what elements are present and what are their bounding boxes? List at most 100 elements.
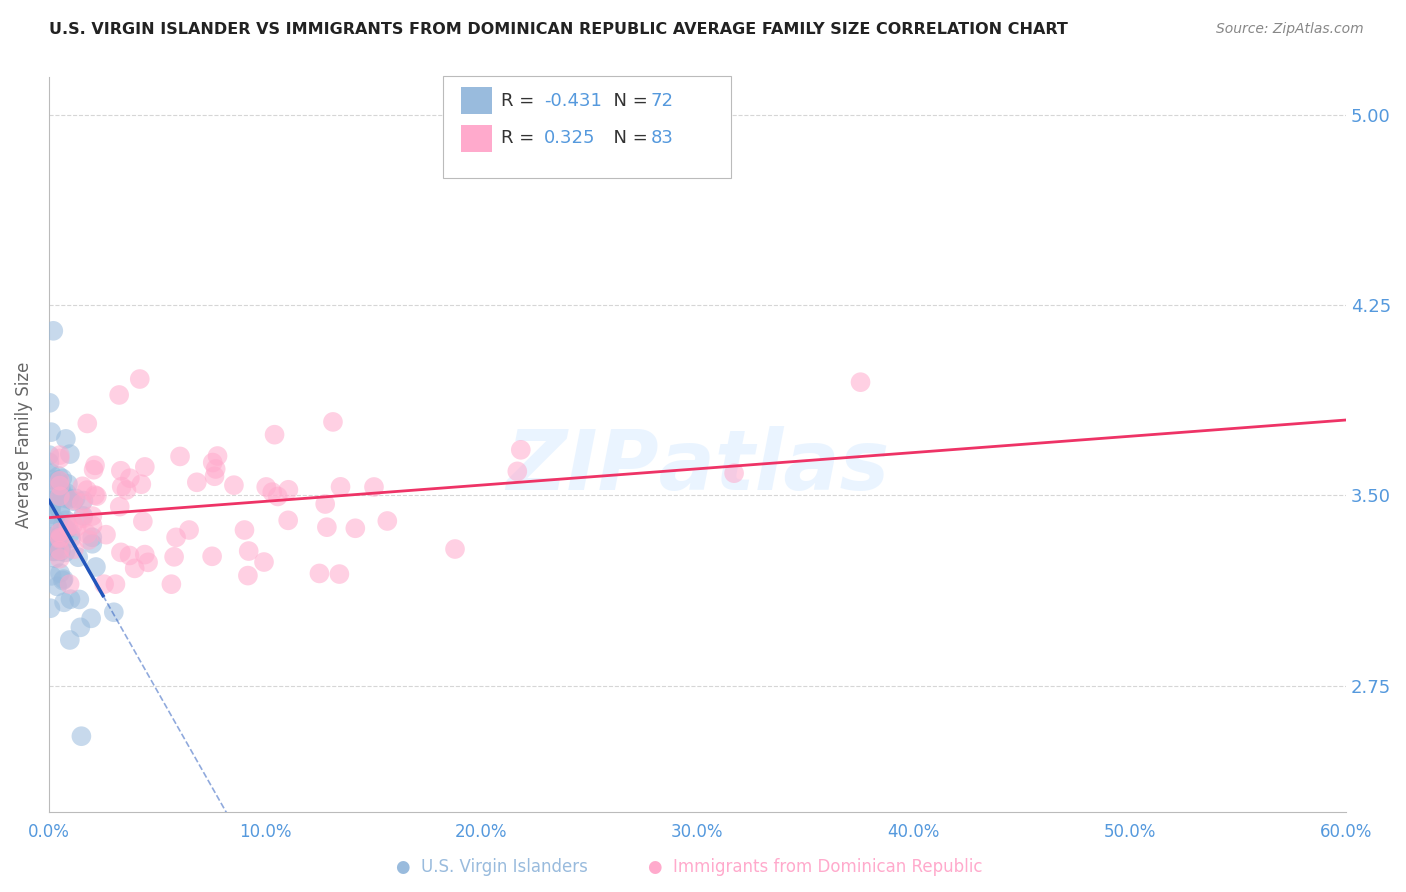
Point — [62, 517, 84, 532]
Point — [41, 541, 63, 555]
Point — [207, 449, 229, 463]
Point — [49, 532, 72, 546]
Point — [329, 480, 352, 494]
Point — [118, 549, 141, 563]
Point — [66, 519, 89, 533]
Point — [236, 568, 259, 582]
Point — [53, 545, 76, 559]
Point — [72, 493, 94, 508]
Point — [76, 526, 98, 541]
Point — [509, 442, 531, 457]
Point — [76, 483, 98, 497]
Point — [38, 448, 60, 462]
Point — [60, 531, 83, 545]
Point — [277, 483, 299, 497]
Point — [177, 523, 200, 537]
Point — [76, 417, 98, 431]
Point — [72, 511, 94, 525]
Point — [233, 523, 256, 537]
Point — [84, 560, 107, 574]
Point — [254, 480, 277, 494]
Text: U.S. VIRGIN ISLANDER VS IMMIGRANTS FROM DOMINICAN REPUBLIC AVERAGE FAMILY SIZE C: U.S. VIRGIN ISLANDER VS IMMIGRANTS FROM … — [49, 22, 1069, 37]
Point — [49, 502, 72, 516]
Text: ●  U.S. Virgin Islanders: ● U.S. Virgin Islanders — [396, 858, 588, 876]
Point — [163, 549, 186, 564]
Point — [38, 495, 60, 509]
Point — [82, 518, 104, 533]
Point — [186, 475, 208, 490]
Point — [49, 478, 72, 492]
Point — [46, 473, 69, 487]
Point — [849, 375, 872, 389]
Point — [165, 530, 187, 544]
Point — [314, 497, 336, 511]
Point — [46, 515, 69, 529]
Point — [328, 567, 350, 582]
Text: 83: 83 — [651, 129, 673, 147]
Point — [315, 520, 337, 534]
Text: R =: R = — [501, 129, 540, 147]
Point — [115, 483, 138, 497]
Point — [41, 500, 63, 514]
Point — [59, 447, 82, 461]
Y-axis label: Average Family Size: Average Family Size — [15, 361, 32, 528]
Point — [55, 491, 77, 506]
Point — [48, 469, 70, 483]
Point — [103, 605, 125, 619]
Text: N =: N = — [602, 92, 654, 110]
Point — [46, 579, 69, 593]
Point — [108, 388, 131, 402]
Point — [69, 620, 91, 634]
Point — [49, 478, 72, 492]
Point — [201, 456, 224, 470]
Point — [84, 488, 107, 502]
Point — [65, 491, 87, 506]
Point — [118, 471, 141, 485]
Point — [56, 486, 79, 500]
Point — [94, 527, 117, 541]
Point — [124, 561, 146, 575]
Point — [52, 487, 75, 501]
Text: N =: N = — [602, 129, 654, 147]
Point — [111, 480, 134, 494]
Point — [42, 544, 65, 558]
Point — [238, 544, 260, 558]
Point — [49, 531, 72, 545]
Text: ZIP​atlas: ZIP​atlas — [506, 426, 889, 508]
Point — [41, 478, 63, 492]
Point — [49, 448, 72, 462]
Point — [42, 324, 65, 338]
Point — [160, 577, 183, 591]
Point — [38, 455, 60, 469]
Point — [51, 484, 73, 499]
Point — [267, 490, 290, 504]
Point — [82, 537, 104, 551]
Point — [506, 464, 529, 478]
Point — [39, 601, 62, 615]
Text: ●  Immigrants from Dominican Republic: ● Immigrants from Dominican Republic — [648, 858, 983, 876]
Point — [52, 572, 75, 586]
Point — [44, 483, 66, 498]
Point — [41, 507, 63, 521]
Point — [132, 515, 155, 529]
Point — [39, 466, 62, 480]
Text: 0.325: 0.325 — [544, 129, 596, 147]
Point — [49, 489, 72, 503]
Point — [444, 541, 467, 556]
Point — [82, 530, 104, 544]
Point — [52, 574, 75, 588]
Point — [222, 478, 245, 492]
Text: 72: 72 — [651, 92, 673, 110]
Point — [42, 532, 65, 546]
Point — [49, 525, 72, 540]
Point — [42, 544, 65, 558]
Point — [55, 432, 77, 446]
Point — [204, 462, 226, 476]
Point — [49, 543, 72, 558]
Point — [58, 491, 80, 506]
Point — [53, 595, 76, 609]
Point — [48, 533, 70, 547]
Point — [322, 415, 344, 429]
Point — [49, 544, 72, 558]
Point — [59, 592, 82, 607]
